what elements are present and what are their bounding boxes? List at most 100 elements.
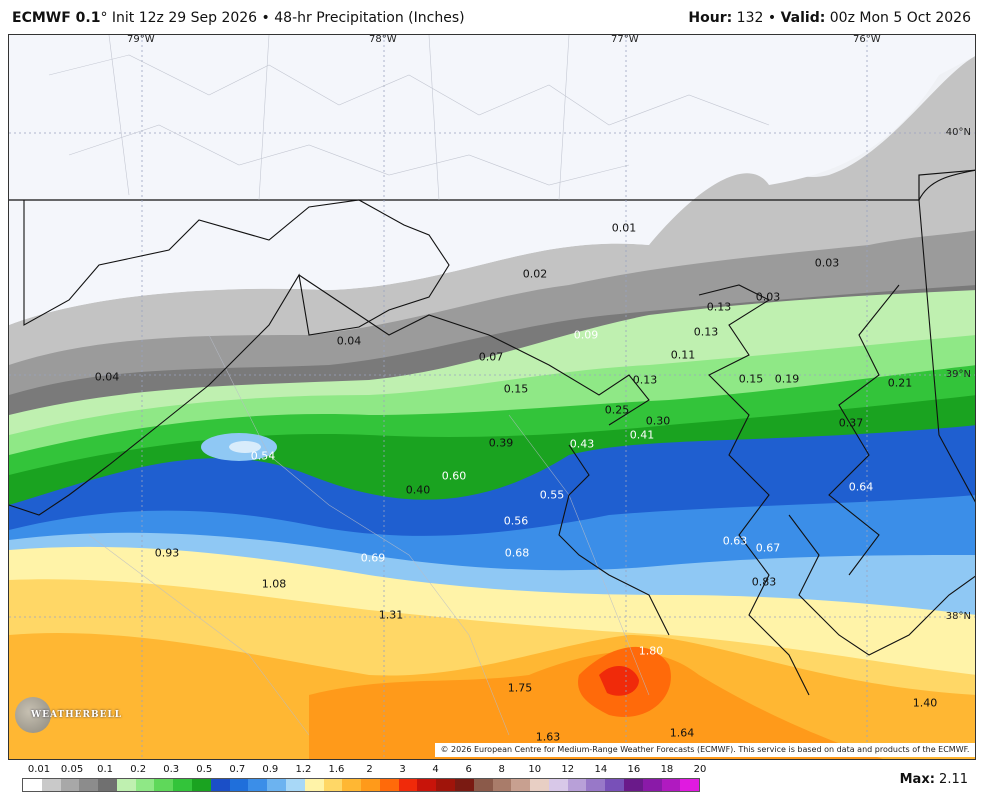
precip-value: 1.64 xyxy=(669,726,695,740)
hour-label: Hour: xyxy=(688,10,733,26)
precip-value: 0.25 xyxy=(604,403,630,417)
forecast-hour: 132 xyxy=(736,10,764,26)
legend-tick-label: 14 xyxy=(594,764,608,775)
precip-value: 0.69 xyxy=(360,551,386,565)
lat-label: 38°N xyxy=(945,611,971,622)
precip-value: 0.13 xyxy=(706,300,732,314)
max-value: Max: 2.11 xyxy=(900,772,968,787)
legend-tick-label: 0.3 xyxy=(163,764,180,775)
legend-tick-label: 10 xyxy=(528,764,542,775)
precip-value: 0.02 xyxy=(522,267,548,281)
precip-value: 0.41 xyxy=(629,428,655,442)
precip-value: 1.31 xyxy=(378,608,404,622)
map-canvas xyxy=(9,35,975,759)
color-swatch xyxy=(661,779,681,791)
color-swatch xyxy=(473,779,493,791)
bullet: • xyxy=(261,10,270,26)
legend-tick-label: 0.2 xyxy=(130,764,147,775)
color-swatch xyxy=(173,779,193,791)
state-border-pa xyxy=(9,169,975,201)
precip-value: 0.01 xyxy=(611,221,637,235)
header-right: Hour: 132 • Valid: 00z Mon 5 Oct 2026 xyxy=(688,10,971,26)
lat-label: 39°N xyxy=(945,369,971,380)
lon-label: 76°W xyxy=(853,34,881,45)
color-swatch xyxy=(605,779,624,791)
precip-value: 0.54 xyxy=(250,449,276,463)
color-swatch xyxy=(304,779,324,791)
precip-value: 0.93 xyxy=(154,546,180,560)
precip-value: 0.09 xyxy=(573,328,599,342)
precip-band-2 xyxy=(599,665,639,696)
legend-tick-label: 6 xyxy=(465,764,472,775)
legend-tick-label: 12 xyxy=(561,764,575,775)
color-swatch xyxy=(342,779,362,791)
precip-value: 0.40 xyxy=(405,483,431,497)
color-swatch xyxy=(417,779,437,791)
color-swatch xyxy=(492,779,512,791)
lon-label: 78°W xyxy=(369,34,397,45)
color-swatch xyxy=(79,779,99,791)
precip-value: 0.68 xyxy=(504,546,530,560)
color-swatch xyxy=(642,779,662,791)
state-borders xyxy=(9,169,975,696)
color-swatch xyxy=(680,779,700,791)
lon-label: 79°W xyxy=(127,34,155,45)
precip-value: 0.03 xyxy=(814,256,840,270)
precip-value: 0.37 xyxy=(838,416,864,430)
legend-tick-label: 3 xyxy=(399,764,406,775)
legend-tick-label: 0.9 xyxy=(262,764,279,775)
color-swatch xyxy=(192,779,211,791)
precip-value: 0.30 xyxy=(645,414,671,428)
precip-value: 1.08 xyxy=(261,577,287,591)
color-swatch xyxy=(285,779,305,791)
color-swatch xyxy=(511,779,531,791)
precip-value: 0.60 xyxy=(441,469,467,483)
precip-value: 0.07 xyxy=(478,350,504,364)
color-swatch xyxy=(586,779,606,791)
legend-tick-label: 20 xyxy=(693,764,707,775)
precip-value: 0.04 xyxy=(94,370,120,384)
weatherbell-logo: WEATHERBELL xyxy=(15,697,121,737)
precip-value: 0.64 xyxy=(848,480,874,494)
header-left: ECMWF 0.1° Init 12z 29 Sep 2026 • 48-hr … xyxy=(12,10,465,26)
precip-value: 0.67 xyxy=(755,541,781,555)
color-swatch xyxy=(116,779,136,791)
legend-tick-label: 1.2 xyxy=(295,764,312,775)
legend-ticks: 0.01 0.05 0.1 0.2 0.3 0.5 0.7 0.9 1.2 1.6 2 3 4 6 8 10 1… xyxy=(22,764,707,776)
precip-value: 0.03 xyxy=(755,290,781,304)
precip-value: 0.21 xyxy=(887,376,913,390)
color-swatch xyxy=(267,779,286,791)
precip-value: 0.15 xyxy=(503,382,529,396)
precip-value: 0.15 xyxy=(738,372,764,386)
color-swatch xyxy=(98,779,117,791)
valid-time: 00z Mon 5 Oct 2026 xyxy=(829,10,971,26)
color-swatch xyxy=(323,779,343,791)
color-swatch xyxy=(210,779,230,791)
data-credit: © 2026 European Centre for Medium-Range … xyxy=(435,743,975,757)
valid-label: Valid: xyxy=(780,10,826,26)
color-swatch xyxy=(60,779,80,791)
color-swatch xyxy=(135,779,155,791)
precip-value: 1.75 xyxy=(507,681,533,695)
bullet: • xyxy=(767,10,777,26)
lon-label: 77°W xyxy=(611,34,639,45)
model-name: ECMWF 0.1 xyxy=(12,10,101,26)
precip-value: 1.40 xyxy=(912,696,938,710)
legend-tick-label: 0.1 xyxy=(97,764,114,775)
color-swatch xyxy=(624,779,643,791)
color-swatch xyxy=(361,779,380,791)
degree-symbol: ° xyxy=(100,10,108,26)
county-lines xyxy=(48,35,770,736)
product-name: 48-hr Precipitation (Inches) xyxy=(274,10,465,26)
precip-value: 1.80 xyxy=(638,644,664,658)
legend-tick-label: 0.01 xyxy=(27,764,51,775)
legend-tick-label: 0.5 xyxy=(196,764,213,775)
color-swatch xyxy=(567,779,587,791)
legend-tick-label: 8 xyxy=(498,764,505,775)
precip-value: 0.56 xyxy=(503,514,529,528)
color-swatch xyxy=(548,779,568,791)
color-swatch xyxy=(41,779,61,791)
precip-spot-core xyxy=(229,441,261,453)
precip-value: 0.13 xyxy=(632,373,658,387)
max-number: 2.11 xyxy=(939,772,968,787)
